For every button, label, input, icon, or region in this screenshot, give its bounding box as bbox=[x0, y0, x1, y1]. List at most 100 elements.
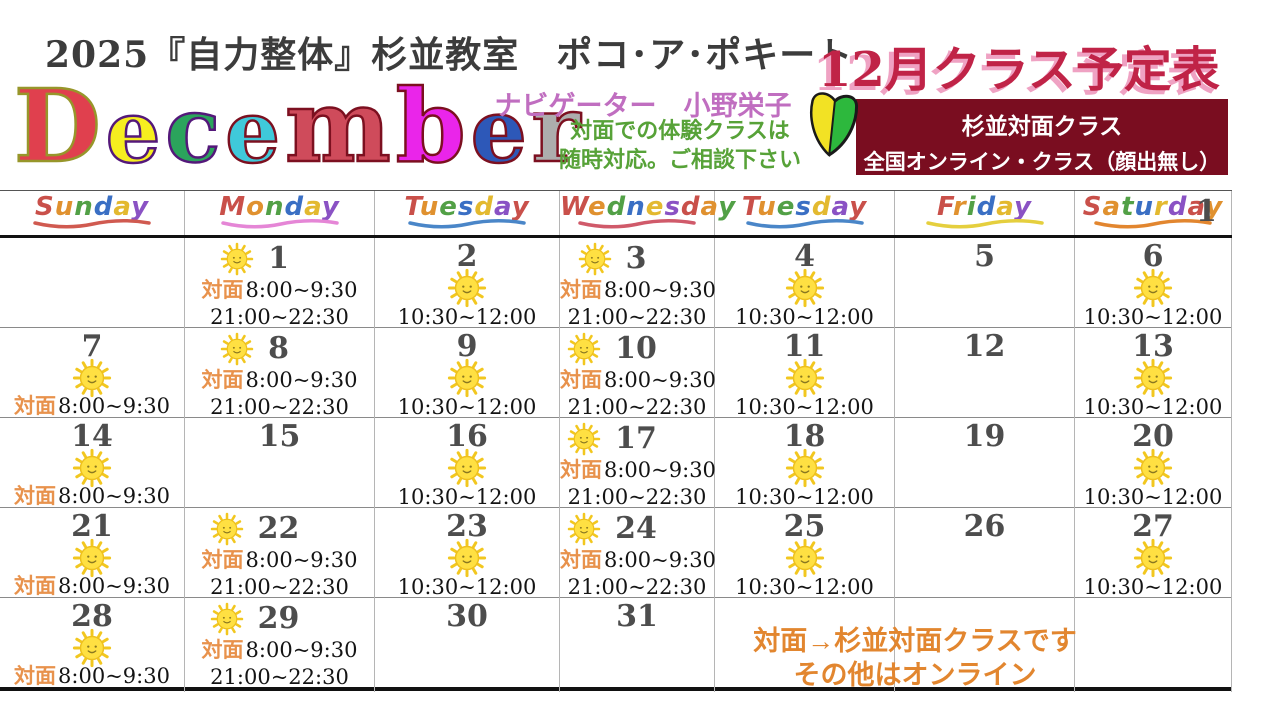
december-letter: e bbox=[469, 79, 532, 184]
beginner-mark-icon bbox=[802, 87, 862, 169]
class-time: 10:30~12:00 bbox=[735, 485, 874, 509]
taimen-label: 対面 bbox=[560, 459, 602, 482]
moon-icon bbox=[668, 242, 690, 273]
underline-squiggle-icon bbox=[578, 219, 696, 229]
day-header-letter: a bbox=[700, 192, 719, 222]
week-row: 7 対面8:00~9:30 8 対面8:00~9:30 21:00~22:30 9 10:3… bbox=[0, 328, 1232, 422]
class-time: 対面8:00~9:30 bbox=[14, 664, 170, 688]
class-time: 10:30~12:00 bbox=[735, 575, 874, 599]
day-header-letter: s bbox=[457, 192, 475, 222]
class-time: 対面8:00~9:30 bbox=[201, 548, 358, 572]
class-times: 10:30~12:00 bbox=[1075, 484, 1231, 510]
date-number: 9 bbox=[456, 329, 478, 364]
calendar-cell: 28 対面8:00~9:30 bbox=[0, 598, 185, 692]
class-time: 対面8:00~9:30 bbox=[201, 278, 358, 302]
calendar-cell: 22 対面8:00~9:30 21:00~22:30 bbox=[185, 508, 375, 602]
moon-icon bbox=[321, 602, 343, 633]
sun-wrap bbox=[447, 268, 487, 308]
day-header-letter: e bbox=[588, 192, 607, 222]
calendar-cell: 5 bbox=[895, 238, 1075, 332]
sun-icon bbox=[578, 242, 611, 276]
week-row: 14 対面8:00~9:30 15 16 10:30~12:00 17 対面8:00~9:3… bbox=[0, 418, 1232, 512]
december-letter: e bbox=[104, 81, 166, 183]
class-time: 対面8:00~9:30 bbox=[560, 278, 716, 302]
class-time: 21:00~22:30 bbox=[567, 395, 707, 419]
day-header-letter: t bbox=[1121, 192, 1135, 222]
day-header-letter: s bbox=[664, 192, 681, 222]
class-time: 対面8:00~9:30 bbox=[14, 484, 170, 508]
class-type-box: 杉並対面クラス 全国オンライン・クラス（顔出無し） bbox=[856, 99, 1228, 175]
calendar-cell: 13 10:30~12:00 bbox=[1075, 328, 1232, 422]
day-header-letter: y bbox=[131, 192, 150, 222]
class-times: 10:30~12:00 bbox=[1075, 304, 1231, 330]
stray-day-1: 1 bbox=[1196, 194, 1217, 229]
cell-top: 3 bbox=[560, 241, 714, 277]
sun-icon bbox=[447, 448, 487, 488]
class-times: 10:30~12:00 bbox=[375, 574, 559, 600]
calendar-cell: 21 対面8:00~9:30 bbox=[0, 508, 185, 602]
date-number: 3 bbox=[625, 241, 647, 276]
class-time: 10:30~12:00 bbox=[397, 575, 537, 599]
underline-squiggle-icon bbox=[745, 219, 864, 229]
day-header-letter: e bbox=[439, 192, 458, 222]
day-header-letter: d bbox=[93, 192, 114, 222]
day-header-letter: d bbox=[1167, 192, 1188, 222]
day-header: Friday bbox=[895, 191, 1075, 235]
taimen-label: 対面 bbox=[14, 485, 57, 508]
taimen-label: 対面 bbox=[201, 279, 244, 302]
date-number: 24 bbox=[615, 511, 657, 546]
calendar-grid: Sunday Monday Tuesday Wednesday Tuesday Frida… bbox=[0, 190, 1232, 692]
day-header-letter: e bbox=[776, 192, 796, 222]
class-time: 対面8:00~9:30 bbox=[201, 368, 358, 392]
calendar-cell: 10 対面8:00~9:30 21:00~22:30 bbox=[560, 328, 716, 422]
december-letter: r bbox=[530, 75, 586, 184]
date-number: 6 bbox=[1142, 239, 1164, 274]
day-header: Sunday bbox=[0, 191, 185, 235]
date-number: 1 bbox=[268, 241, 289, 276]
cell-top: 24 bbox=[560, 511, 714, 547]
day-header-letter: y bbox=[321, 192, 340, 222]
sun-icon bbox=[785, 448, 824, 488]
class-times: 対面8:00~9:30 bbox=[0, 393, 184, 420]
date-number: 18 bbox=[783, 419, 826, 454]
class-times: 対面8:00~9:30 21:00~22:30 bbox=[185, 367, 374, 420]
week-row: 1 対面8:00~9:30 21:00~22:30 2 10:30~12:00 3 対面8:… bbox=[0, 238, 1232, 332]
day-header-letter: n bbox=[74, 192, 94, 222]
sun-icon bbox=[447, 268, 487, 308]
day-header-letter: T bbox=[741, 192, 758, 222]
date-number: 8 bbox=[268, 331, 289, 366]
class-times: 10:30~12:00 bbox=[375, 304, 559, 330]
sun-wrap bbox=[447, 538, 487, 578]
date-number: 17 bbox=[615, 421, 657, 456]
sun-icon bbox=[785, 268, 824, 308]
calendar-cell: 7 対面8:00~9:30 bbox=[0, 328, 185, 422]
december-letter: D bbox=[13, 67, 106, 185]
sun-wrap bbox=[1133, 268, 1173, 308]
class-time: 対面8:00~9:30 bbox=[560, 368, 716, 392]
sun-icon bbox=[567, 332, 601, 366]
class-times: 対面8:00~9:30 21:00~22:30 bbox=[185, 277, 374, 330]
calendar-cell: 31 bbox=[560, 598, 715, 692]
footer-note: 対面→杉並対面クラスです その他はオンライン bbox=[700, 624, 1130, 692]
week-row: 21 対面8:00~9:30 22 対面8:00~9:30 21:00~22:30 23 1… bbox=[0, 508, 1232, 602]
sun-icon bbox=[210, 602, 243, 636]
day-header-letter: S bbox=[34, 192, 55, 222]
date-number: 13 bbox=[1132, 329, 1174, 364]
taimen-label: 対面 bbox=[14, 395, 57, 418]
day-header-letter: d bbox=[976, 192, 997, 222]
class-time: 対面8:00~9:30 bbox=[14, 394, 170, 418]
calendar-cell bbox=[715, 598, 895, 692]
calendar-cell: 26 bbox=[895, 508, 1075, 602]
date-number: 10 bbox=[615, 331, 657, 366]
date-number: 14 bbox=[71, 419, 113, 454]
day-header-letter: M bbox=[219, 192, 247, 222]
date-number: 2 bbox=[456, 239, 478, 274]
sun-wrap bbox=[1133, 358, 1173, 398]
calendar-cell: 24 対面8:00~9:30 21:00~22:30 bbox=[560, 508, 716, 602]
sun-wrap bbox=[72, 538, 112, 578]
date-number: 7 bbox=[81, 329, 103, 364]
class-times: 対面8:00~9:30 21:00~22:30 bbox=[185, 547, 374, 600]
class-times: 10:30~12:00 bbox=[1075, 394, 1231, 420]
day-header-letter: y bbox=[849, 192, 868, 222]
day-header-letter: d bbox=[474, 192, 494, 222]
